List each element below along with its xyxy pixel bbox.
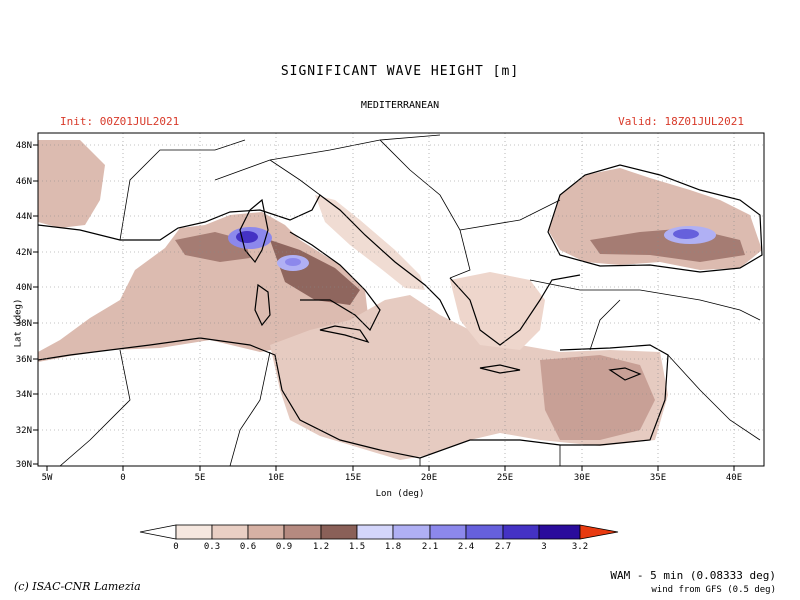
colorbar-labels: 0 0.3 0.6 0.9 1.2 1.5 1.8 2.1 2.4 2.7 3 … — [173, 542, 588, 552]
lat-tick-label: 30N — [16, 460, 32, 470]
wave-maximum-ligurian-core — [236, 231, 258, 243]
wind-source-label: wind from GFS (0.5 deg) — [651, 585, 776, 595]
colorbar-label: 0.9 — [276, 542, 292, 552]
lon-tick-label: 35E — [650, 473, 666, 483]
colorbar-segment — [283, 524, 322, 540]
lat-tick-label: 48N — [16, 141, 32, 151]
lat-tick-label: 36N — [16, 355, 32, 365]
colorbar-label: 2.4 — [458, 542, 474, 552]
colorbar-label: 0.6 — [240, 542, 256, 552]
colorbar-label: 2.7 — [495, 542, 511, 552]
map-subtitle: MEDITERRANEAN — [360, 100, 440, 111]
lon-tick-label: 15E — [345, 473, 361, 483]
colorbar-segment — [211, 524, 249, 540]
lat-tick-labels: 48N 46N 44N 42N 40N 38N 36N 34N 32N 30N — [16, 141, 32, 470]
x-axis-label: Lon (deg) — [375, 489, 425, 499]
colorbar — [139, 524, 619, 540]
colorbar-segment — [429, 524, 467, 540]
colorbar-segment — [465, 524, 504, 540]
lat-tick-label: 42N — [16, 248, 32, 258]
colorbar-label: 2.1 — [422, 542, 438, 552]
adriatic-sea — [315, 195, 425, 290]
lat-tick-label: 40N — [16, 283, 32, 293]
colorbar-segment — [320, 524, 358, 540]
colorbar-segment — [392, 524, 431, 540]
model-label: WAM - 5 min (0.08333 deg) — [610, 569, 776, 582]
sea-field — [38, 134, 763, 466]
colorbar-segment — [247, 524, 285, 540]
lon-tick-label: 0 — [120, 473, 125, 483]
colorbar-label: 3 — [541, 542, 546, 552]
colorbar-label: 1.5 — [349, 542, 365, 552]
lon-tick-labels: 5W 0 5E 10E 15E 20E 25E 30E 35E 40E — [42, 473, 743, 483]
gridlines — [38, 133, 764, 466]
init-time-label: Init: 00Z01JUL2021 — [60, 115, 180, 128]
y-axis-label: Lat (deg) — [13, 298, 24, 348]
valid-time-label: Valid: 18Z01JUL2021 — [618, 115, 744, 128]
wave-maximum-black-sea-core — [673, 229, 699, 239]
lon-tick-label: 25E — [497, 473, 513, 483]
colorbar-label: 1.8 — [385, 542, 401, 552]
country-borders — [59, 134, 761, 466]
coastlines — [38, 164, 763, 459]
colorbar-segment — [356, 524, 394, 540]
lon-tick-label: 40E — [726, 473, 742, 483]
lon-tick-label: 20E — [421, 473, 437, 483]
colorbar-segment — [502, 524, 540, 540]
lat-tick-label: 38N — [16, 319, 32, 329]
colorbar-over-arrow — [579, 524, 619, 540]
lon-tick-label: 5E — [195, 473, 206, 483]
colorbar-label: 0.3 — [204, 542, 220, 552]
atlantic-field — [38, 140, 105, 228]
credit-text: (c) ISAC-CNR Lamezia — [14, 580, 141, 593]
colorbar-label: 3.2 — [572, 542, 588, 552]
lon-tick-label: 10E — [268, 473, 284, 483]
lon-tick-label: 5W — [42, 473, 53, 483]
colorbar-segment — [538, 524, 581, 540]
lon-tick-label: 30E — [574, 473, 590, 483]
colorbar-label: 1.2 — [313, 542, 329, 552]
lat-tick-label: 32N — [16, 426, 32, 436]
axis-tick-marks — [33, 144, 735, 471]
wave-maximum-tyrrhenian-core — [285, 258, 301, 266]
aegean-sea — [450, 272, 545, 350]
colorbar-label: 0 — [173, 542, 178, 552]
lat-tick-label: 46N — [16, 177, 32, 187]
colorbar-under-arrow — [139, 524, 177, 540]
lat-tick-label: 44N — [16, 212, 32, 222]
levantine-sea-core — [540, 355, 655, 440]
plot-frame — [37, 132, 765, 467]
map-title: SIGNIFICANT WAVE HEIGHT [m] — [280, 64, 520, 79]
colorbar-segment — [175, 524, 213, 540]
lat-tick-label: 34N — [16, 390, 32, 400]
